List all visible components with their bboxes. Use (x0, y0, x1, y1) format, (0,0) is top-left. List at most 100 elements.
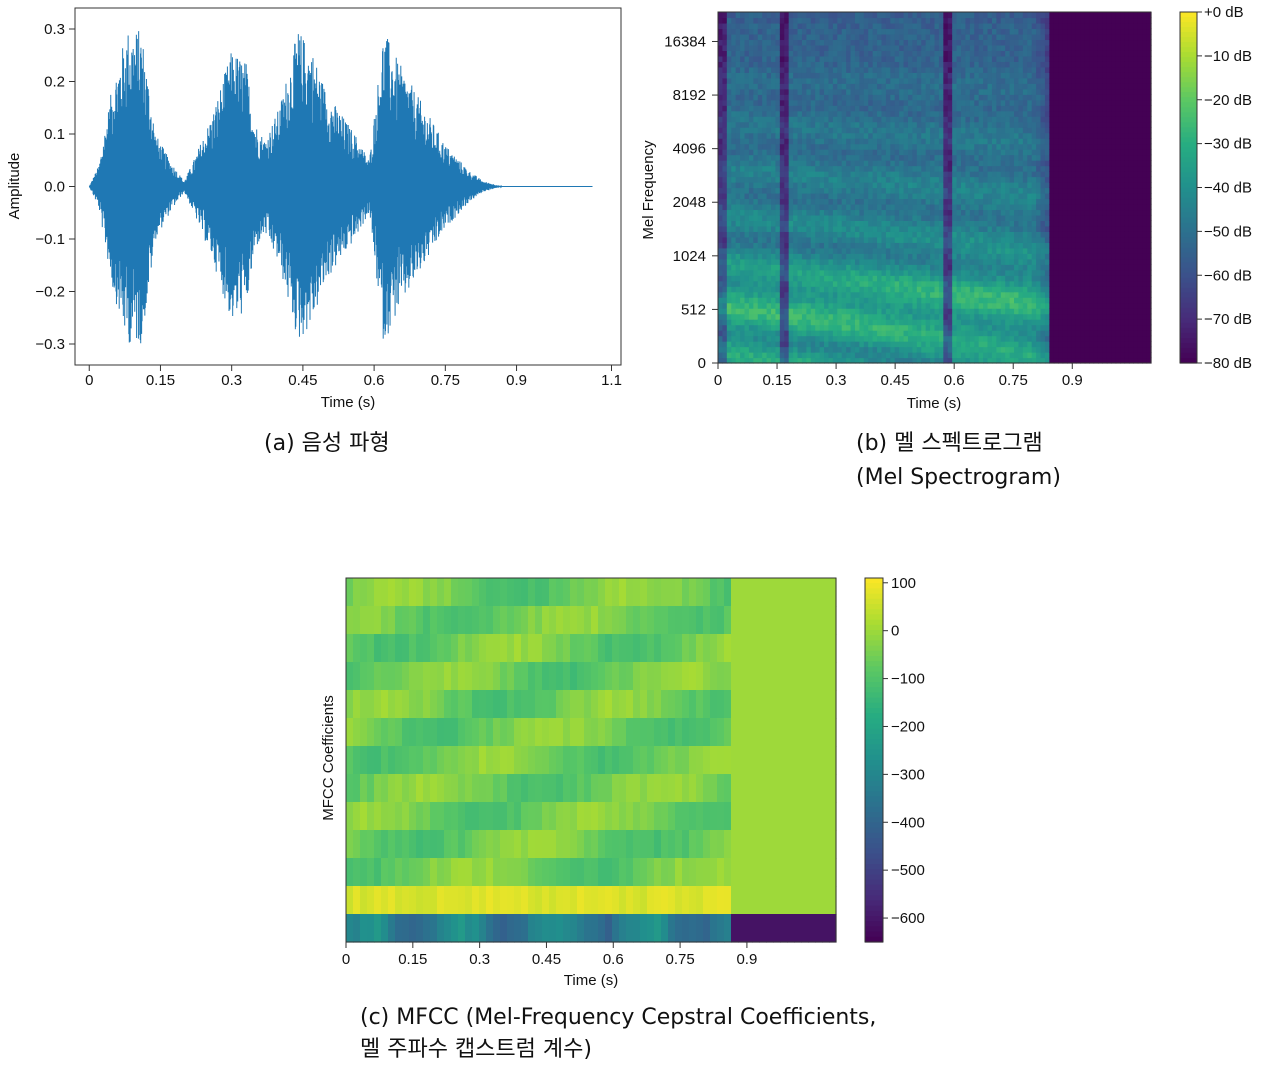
mel-cell (841, 313, 847, 320)
mel-cell (762, 83, 768, 90)
mel-cell (824, 105, 830, 112)
mel-cell (1031, 110, 1037, 117)
mel-cell (1005, 154, 1011, 161)
mel-cell (925, 61, 931, 68)
mel-cell (1053, 143, 1059, 150)
mel-cell (824, 17, 830, 24)
mel-cell (850, 335, 856, 342)
mel-cell (744, 330, 750, 337)
mel-cell (885, 110, 891, 117)
mel-cell (757, 83, 763, 90)
mel-cell (930, 22, 936, 30)
mel-cell (810, 187, 816, 194)
mel-cell (1053, 22, 1059, 30)
mel-cell (718, 209, 724, 216)
mel-cell (930, 28, 936, 35)
mel-cell (868, 12, 874, 19)
mel-cell (744, 253, 750, 260)
mel-cell (938, 192, 944, 200)
mel-cell (916, 182, 922, 189)
mel-cell (718, 203, 724, 211)
mel-cell (907, 297, 914, 304)
mel-cell (771, 105, 777, 112)
mel-cell (722, 313, 728, 320)
mel-cell (846, 242, 852, 249)
mel-cell (846, 149, 852, 156)
mel-cell (1049, 28, 1055, 35)
mel-cell (788, 302, 794, 309)
mel-cell (731, 138, 737, 145)
mel-cell (1036, 242, 1042, 249)
mel-cell (731, 203, 737, 211)
mel-cell (947, 269, 953, 276)
mel-cell (815, 83, 821, 90)
mel-cell (744, 187, 750, 194)
mel-cell (815, 127, 821, 134)
mel-cell (894, 330, 900, 337)
mel-cell (744, 22, 750, 30)
mel-cell (983, 12, 989, 19)
mel-cell (815, 110, 821, 117)
mel-cell (1053, 12, 1059, 19)
mel-cell (784, 341, 790, 348)
mel-cell (731, 72, 737, 79)
mel-cell (1009, 110, 1015, 117)
mel-cell (815, 121, 821, 128)
mel-cell (832, 55, 838, 62)
mel-cell (1014, 346, 1020, 353)
mel-cell (806, 357, 812, 364)
mel-cell (947, 253, 953, 260)
mel-cell (819, 154, 825, 161)
mel-cell (903, 28, 909, 35)
mel-cell (983, 154, 989, 161)
mel-cell (757, 214, 763, 221)
mel-cell (788, 99, 794, 106)
mel-cell (859, 127, 865, 134)
mel-cell (748, 33, 754, 41)
mel-cell (987, 154, 993, 161)
mel-cell (974, 313, 980, 320)
mel-cell (854, 127, 860, 134)
mel-cell (916, 149, 922, 156)
mel-cell (952, 28, 958, 35)
mel-cell (859, 258, 865, 265)
mel-cell (1022, 203, 1028, 211)
mel-cell (810, 264, 816, 271)
mel-cell (868, 275, 874, 282)
mel-cell (991, 220, 997, 227)
mel-cell (793, 319, 799, 326)
mel-cell (965, 116, 971, 123)
mel-cell (744, 264, 750, 271)
mel-cell (987, 291, 993, 298)
mel-cell (731, 242, 737, 249)
mel-cell (956, 121, 962, 128)
mel-cell (899, 324, 905, 331)
mel-cell (1009, 203, 1015, 211)
mel-cell (766, 192, 772, 200)
mel-cell (819, 55, 825, 62)
mel-cell (1005, 110, 1011, 117)
mel-cell (987, 214, 993, 221)
mel-cell (930, 236, 936, 243)
mel-cell (899, 105, 905, 112)
mel-cell (1031, 83, 1037, 90)
mel-cell (1005, 66, 1011, 73)
mel-cell (912, 182, 918, 189)
mel-cell (1005, 236, 1011, 243)
mel-cell (846, 198, 852, 205)
mel-cell (1036, 72, 1042, 79)
mel-cell (912, 225, 918, 232)
mel-cell (996, 149, 1002, 156)
mel-cell (868, 154, 874, 161)
mel-cell (1022, 324, 1028, 331)
mel-cell (859, 22, 865, 30)
mel-cell (1040, 214, 1046, 221)
mel-cell (819, 187, 825, 194)
mel-cell (1031, 341, 1037, 348)
mel-cell (1022, 50, 1028, 57)
mel-cell (810, 357, 816, 364)
mel-cell (916, 116, 922, 123)
mel-cell (788, 154, 794, 161)
mel-cell (947, 308, 953, 315)
mel-cell (779, 214, 785, 221)
